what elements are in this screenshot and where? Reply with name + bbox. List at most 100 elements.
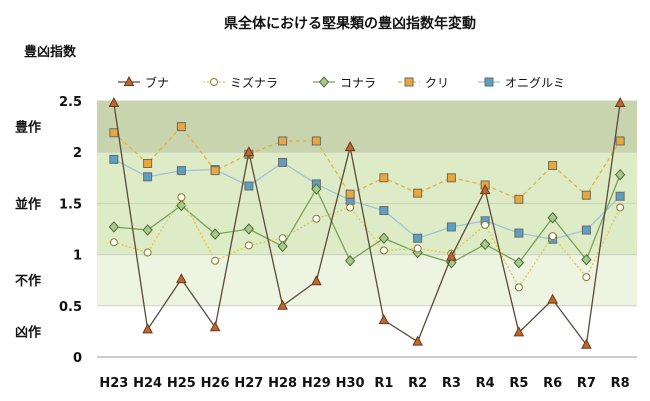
data-point (244, 181, 254, 191)
chart-title: 県全体における堅果類の豊凶指数年変動 (224, 15, 476, 32)
x-tick-label: H27 (234, 376, 263, 391)
legend-label: ブナ (145, 75, 169, 90)
series-line (113, 125, 621, 201)
data-point (514, 194, 524, 204)
x-tick-labels: H23 H24 H25 H26 H27 H28 H29 H30 R1 R2 R3 R4 R5 R6 R7 R8 (99, 376, 629, 391)
data-point (581, 225, 591, 235)
data-point (514, 228, 524, 238)
data-point (379, 206, 389, 216)
data-point (312, 214, 321, 223)
data-point (413, 188, 423, 198)
legend-item: コナラ (313, 76, 376, 90)
data-point (547, 293, 558, 304)
data-point (412, 335, 423, 346)
x-tick-label: R4 (476, 376, 495, 391)
y-tick-label: 1 (73, 249, 82, 264)
y-axis-label: 豊凶指数 (24, 44, 77, 60)
data-point (209, 321, 221, 332)
y-tick-label: 0 (73, 351, 82, 366)
data-point (142, 323, 153, 334)
data-point (277, 240, 288, 253)
legend-item: ブナ (118, 75, 169, 90)
data-point (142, 224, 153, 236)
data-point (513, 326, 525, 337)
data-point (278, 136, 288, 146)
data-point (484, 77, 494, 87)
data-point (318, 76, 330, 88)
data-point (446, 250, 457, 261)
y-tick-label: 1.5 (59, 197, 82, 212)
x-tick-label: R5 (509, 376, 528, 391)
legend: ブナ ミズナラ コナラ クリ オニグルミ (118, 75, 565, 90)
x-tick-label: H25 (167, 376, 196, 391)
data-point (278, 157, 288, 167)
y-tick-label: 2 (73, 146, 82, 161)
data-point (404, 77, 414, 87)
data-point (108, 221, 120, 233)
data-point (479, 184, 491, 195)
data-point (413, 233, 423, 243)
data-point (123, 75, 135, 86)
data-point (177, 193, 186, 202)
data-point (243, 146, 255, 157)
data-point (244, 241, 253, 250)
legend-label: オニグルミ (505, 76, 565, 90)
data-point (210, 166, 220, 176)
data-point (614, 168, 626, 181)
data-point (311, 136, 321, 146)
data-point (176, 122, 186, 132)
data-point (379, 173, 389, 183)
x-tick-label: R6 (543, 376, 562, 391)
data-point (143, 248, 152, 257)
series-2 (108, 168, 626, 269)
legend-item: クリ (398, 76, 449, 90)
data-point (378, 232, 390, 244)
y-tick-label: 2.5 (59, 95, 82, 110)
x-tick-label: H30 (336, 376, 365, 391)
data-point (582, 273, 591, 282)
data-point (176, 166, 186, 176)
data-point (413, 244, 422, 253)
legend-item: オニグルミ (478, 76, 565, 90)
band-label: 凶作 (15, 324, 41, 340)
data-point (209, 228, 221, 240)
data-point (581, 338, 592, 349)
data-point (614, 96, 626, 108)
data-point (210, 78, 218, 86)
data-point (548, 161, 558, 171)
band-label: 不作 (15, 273, 41, 289)
data-point (345, 189, 355, 199)
data-point (581, 253, 592, 266)
data-point (379, 246, 388, 255)
series-line (113, 102, 621, 347)
x-tick-label: H23 (99, 376, 128, 391)
data-point (143, 172, 153, 182)
data-point (514, 283, 523, 292)
data-point (548, 232, 557, 241)
data-point (109, 154, 119, 164)
data-point (311, 183, 322, 195)
data-point (581, 190, 591, 200)
data-point (344, 141, 356, 152)
data-point (481, 220, 490, 229)
x-tick-label: R8 (611, 376, 630, 391)
data-point (211, 256, 220, 265)
data-point (615, 136, 625, 146)
data-point (479, 238, 491, 251)
data-point (143, 158, 153, 168)
legend-label: コナラ (340, 76, 376, 90)
data-point (446, 173, 456, 183)
data-point (108, 96, 120, 108)
band-0 (97, 101, 637, 153)
y-tick-label: 0.5 (59, 300, 82, 315)
band-label: 並作 (15, 196, 41, 212)
data-point (278, 234, 287, 243)
x-tick-label: R2 (408, 376, 427, 391)
series-layer (108, 96, 626, 349)
data-point (513, 257, 525, 269)
data-point (109, 238, 118, 247)
data-point (615, 191, 625, 201)
data-point (378, 314, 390, 325)
